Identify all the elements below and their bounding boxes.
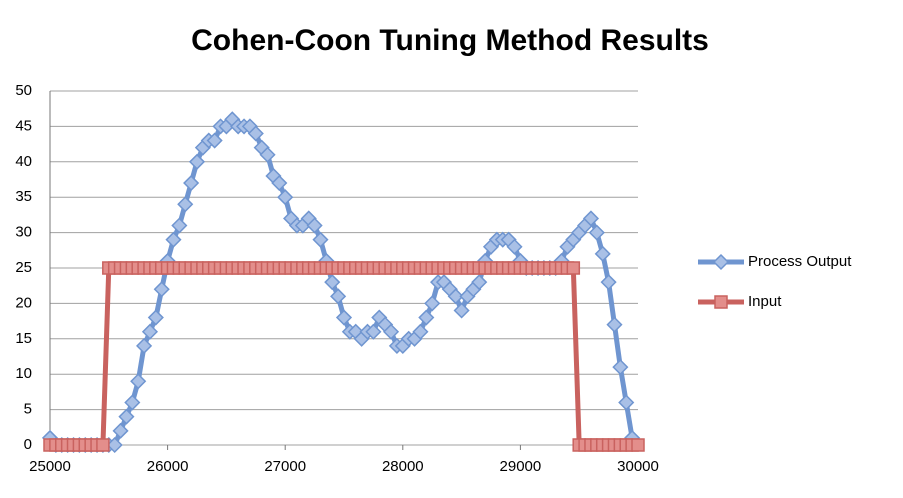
y-tick-label: 20 [15, 294, 32, 311]
data-point [365, 323, 382, 340]
series-line [48, 116, 635, 448]
data-point [612, 359, 629, 376]
data-point [165, 231, 182, 248]
legend-marker [714, 295, 728, 309]
x-tick-label: 29000 [500, 458, 542, 475]
data-point [130, 373, 147, 390]
x-tick-label: 27000 [264, 458, 306, 475]
legend-label: Input [748, 293, 782, 310]
data-point [606, 316, 623, 333]
y-tick-label: 25 [15, 259, 32, 276]
data-point [306, 217, 323, 234]
y-tick-label: 45 [15, 117, 32, 134]
data-point [335, 309, 353, 326]
data-point [588, 224, 605, 241]
data-point [324, 274, 341, 291]
data-point [141, 323, 159, 340]
data-point [424, 295, 441, 312]
data-point [453, 302, 470, 319]
data-point [106, 436, 123, 454]
data-point [183, 174, 200, 192]
data-point [594, 245, 611, 262]
y-tick-label: 50 [15, 82, 32, 99]
data-point [618, 394, 635, 411]
x-tick-label: 26000 [147, 458, 189, 475]
data-point [447, 288, 464, 305]
data-point [124, 394, 141, 411]
y-tick-label: 5 [24, 401, 32, 418]
data-point [631, 438, 645, 452]
x-tick-label: 25000 [29, 458, 71, 475]
data-point [259, 146, 276, 163]
data-point [382, 323, 400, 340]
x-tick-label: 30000 [617, 458, 659, 475]
data-point [418, 309, 435, 326]
x-tick-label: 28000 [382, 458, 424, 475]
data-point [136, 337, 153, 354]
data-point [277, 189, 294, 206]
y-tick-label: 10 [15, 365, 32, 382]
y-tick-label: 40 [15, 153, 32, 170]
y-tick-label: 0 [24, 436, 32, 453]
data-point [330, 288, 347, 305]
data-point [188, 153, 206, 170]
data-point [600, 274, 617, 291]
data-point [112, 422, 129, 439]
y-tick-label: 15 [15, 330, 32, 347]
data-point [412, 323, 429, 340]
data-point [96, 438, 110, 452]
data-point [471, 274, 488, 291]
data-point [171, 217, 188, 234]
data-point [147, 309, 164, 326]
data-point [506, 238, 523, 255]
data-point [118, 408, 135, 425]
data-point [206, 132, 223, 149]
data-point [312, 231, 329, 248]
y-tick-label: 35 [15, 188, 32, 205]
data-point [582, 210, 600, 227]
data-point [271, 174, 288, 192]
y-tick-label: 30 [15, 224, 32, 241]
legend-marker [712, 253, 730, 271]
data-point [153, 281, 170, 298]
data-point [177, 196, 194, 213]
chart-title: Cohen-Coon Tuning Method Results [191, 24, 709, 57]
data-point [566, 261, 581, 275]
legend-label: Process Output [748, 253, 852, 270]
data-point [247, 125, 264, 142]
